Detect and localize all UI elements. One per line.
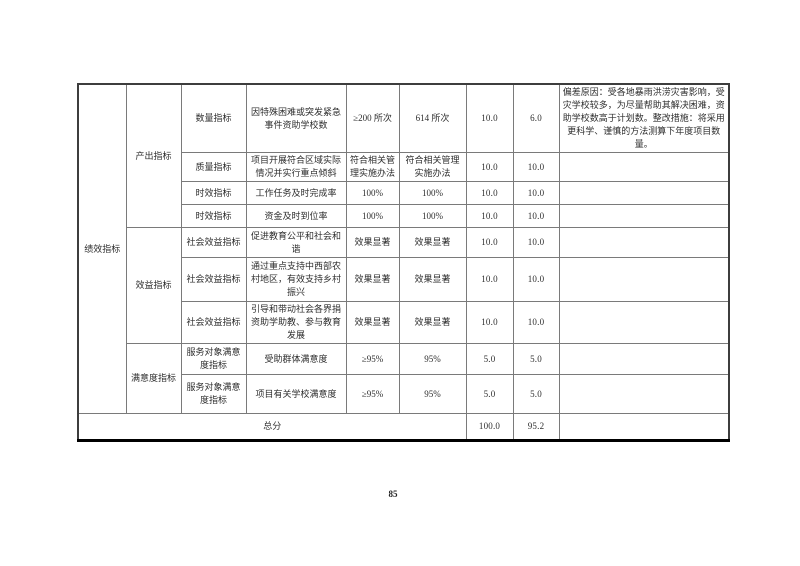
table-row: 社会效益指标 通过重点支持中西部农村地区，有效支持乡村振兴 效果显著 效果显著 … [78, 257, 730, 302]
cell-target-value: 100% [345, 181, 400, 205]
cell-target-value: ≥200 所次 [345, 83, 400, 153]
page-number: 85 [388, 489, 398, 499]
cell-indicator-type: 质量指标 [180, 152, 247, 182]
cell-weight: 10.0 [465, 301, 514, 344]
cell-total-label: 总分 [77, 413, 467, 441]
cell-score: 10.0 [512, 204, 560, 228]
cell-target-value: 符合相关管理实施办法 [345, 152, 400, 182]
cell-indicator-type: 社会效益指标 [180, 227, 247, 258]
cell-remark [558, 227, 730, 258]
cell-indicator-type: 社会效益指标 [180, 301, 247, 344]
cell-remark [558, 343, 730, 375]
cell-total-remark [558, 413, 730, 441]
cell-target-value: 效果显著 [345, 301, 400, 344]
cell-remark [558, 152, 730, 182]
cell-indicator-name: 引导和带动社会各界捐资助学助教、参与教育发展 [245, 301, 347, 344]
cell-indicator-name: 促进教育公平和社会和谐 [245, 227, 347, 258]
cell-remark [558, 374, 730, 414]
cell-indicator-name: 工作任务及时完成率 [245, 181, 347, 205]
cell-indicator-type: 时效指标 [180, 204, 247, 228]
cell-group-output: 产出指标 [125, 83, 182, 228]
cell-score: 10.0 [512, 227, 560, 258]
cell-weight: 10.0 [465, 152, 514, 182]
cell-actual-value: 效果显著 [398, 227, 467, 258]
cell-indicator-name: 项目开展符合区域实际情况并实行重点倾斜 [245, 152, 347, 182]
cell-weight: 10.0 [465, 181, 514, 205]
cell-weight: 10.0 [465, 83, 514, 153]
cell-actual-value: 95% [398, 343, 467, 375]
cell-target-value: 效果显著 [345, 227, 400, 258]
cell-score: 10.0 [512, 257, 560, 302]
cell-indicator-type: 数量指标 [180, 83, 247, 153]
cell-weight: 5.0 [465, 374, 514, 414]
table-row: 绩效指标 产出指标 数量指标 因特殊困难或突发紧急事件资助学校数 ≥200 所次… [77, 83, 730, 414]
cell-target-value: ≥95% [345, 374, 400, 414]
cell-remark: 偏差原因：受各地暴雨洪涝灾害影响，受灾学校较多，为尽量帮助其解决困难，资助学校数… [558, 83, 730, 153]
cell-score: 10.0 [512, 152, 560, 182]
cell-total-weight: 100.0 [465, 413, 514, 441]
cell-indicator-name: 资金及时到位率 [245, 204, 347, 228]
cell-indicator-type: 社会效益指标 [180, 257, 247, 302]
table-row: 时效指标 资金及时到位率 100% 100% 10.0 10.0 [78, 204, 730, 228]
cell-group-benefit: 效益指标 [125, 227, 182, 344]
cell-target-value: 100% [345, 204, 400, 228]
table-row: 效益指标 社会效益指标 促进教育公平和社会和谐 效果显著 效果显著 10.0 1… [78, 227, 730, 344]
cell-indicator-type: 服务对象满意度指标 [180, 374, 247, 414]
cell-score: 6.0 [512, 83, 560, 153]
cell-indicator-type: 时效指标 [180, 181, 247, 205]
total-row: 总分 100.0 95.2 [77, 413, 730, 441]
cell-actual-value: 100% [398, 204, 467, 228]
cell-target-value: ≥95% [345, 343, 400, 375]
cell-row-header: 绩效指标 [77, 83, 127, 414]
cell-score: 5.0 [512, 343, 560, 375]
cell-weight: 10.0 [465, 204, 514, 228]
table-row: 质量指标 项目开展符合区域实际情况并实行重点倾斜 符合相关管理实施办法 符合相关… [78, 152, 730, 182]
table-row: 服务对象满意度指标 项目有关学校满意度 ≥95% 95% 5.0 5.0 [78, 374, 730, 414]
cell-indicator-name: 因特殊困难或突发紧急事件资助学校数 [245, 83, 347, 153]
cell-actual-value: 符合相关管理实施办法 [398, 152, 467, 182]
cell-actual-value: 效果显著 [398, 257, 467, 302]
cell-weight: 10.0 [465, 257, 514, 302]
cell-remark [558, 257, 730, 302]
cell-remark [558, 181, 730, 205]
table-row: 社会效益指标 引导和带动社会各界捐资助学助教、参与教育发展 效果显著 效果显著 … [78, 301, 730, 344]
cell-indicator-name: 项目有关学校满意度 [245, 374, 347, 414]
cell-actual-value: 效果显著 [398, 301, 467, 344]
cell-target-value: 效果显著 [345, 257, 400, 302]
cell-weight: 5.0 [465, 343, 514, 375]
cell-remark [558, 204, 730, 228]
cell-remark [558, 301, 730, 344]
cell-indicator-type: 服务对象满意度指标 [180, 343, 247, 375]
cell-score: 5.0 [512, 374, 560, 414]
cell-actual-value: 100% [398, 181, 467, 205]
performance-indicator-table: 绩效指标 产出指标 数量指标 因特殊困难或突发紧急事件资助学校数 ≥200 所次… [77, 83, 730, 442]
cell-actual-value: 614 所次 [398, 83, 467, 153]
table-row: 满意度指标 服务对象满意度指标 受助群体满意度 ≥95% 95% 5.0 5.0 [78, 343, 730, 414]
cell-group-satisfaction: 满意度指标 [125, 343, 182, 414]
cell-score: 10.0 [512, 181, 560, 205]
cell-indicator-name: 通过重点支持中西部农村地区，有效支持乡村振兴 [245, 257, 347, 302]
cell-total-score: 95.2 [512, 413, 560, 441]
cell-score: 10.0 [512, 301, 560, 344]
cell-actual-value: 95% [398, 374, 467, 414]
cell-indicator-name: 受助群体满意度 [245, 343, 347, 375]
cell-weight: 10.0 [465, 227, 514, 258]
